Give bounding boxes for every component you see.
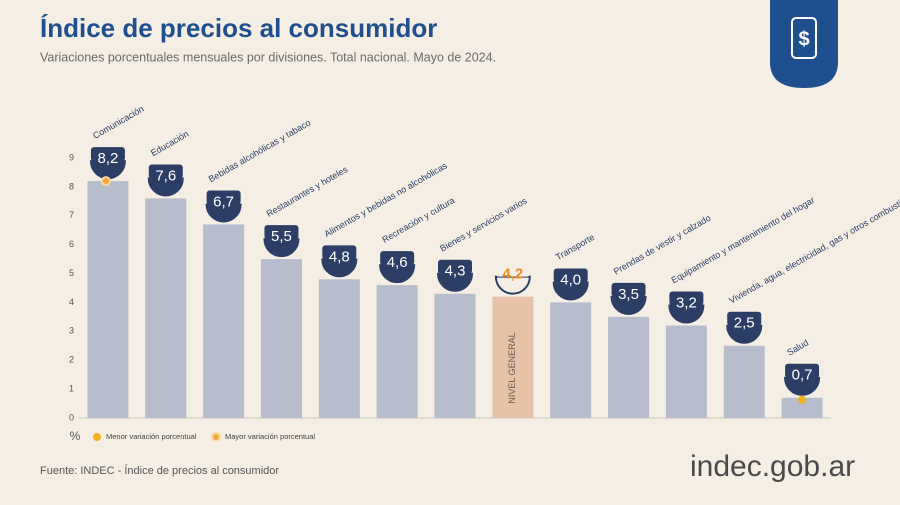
bar [376,285,418,418]
value-badge [379,264,416,284]
value-badge-top [264,225,299,240]
value-badge [668,304,705,324]
value-badge-top [380,251,415,266]
category-label: NIVEL GENERAL [507,332,517,403]
value-badge-top [206,190,241,205]
value-badge-top [438,259,472,274]
bar [87,181,129,418]
value-label: 2,5 [734,315,755,332]
source: Fuente: INDEC - Índice de precios al con… [40,464,279,477]
min-marker [798,395,807,404]
bar [550,302,592,418]
bar [260,259,302,418]
value-badge-top [148,164,183,179]
legend-marker [93,433,101,441]
bar [665,325,707,418]
value-badge-top [785,363,820,378]
svg-text:$: $ [798,28,809,50]
bar [781,397,823,418]
bar [145,198,187,418]
bar [492,296,534,418]
value-badge [147,177,184,197]
value-badge-top [669,291,704,306]
value-label: 4,6 [387,254,408,271]
badge: $ [770,0,838,88]
y-tick-label: 3 [69,326,74,336]
value-badge [436,272,474,292]
logo: indec.gob.ar [690,450,855,483]
bar [318,279,360,418]
value-label: 4,0 [560,271,581,288]
value-badge [263,238,300,258]
value-badge [610,295,647,315]
legend-label: Mayor variación porcentual [225,432,315,441]
value-label: 3,5 [618,286,639,303]
legend-marker [213,434,219,440]
value-badge-top [727,311,762,326]
value-label: 0,7 [792,367,813,384]
bar [203,224,245,418]
value-label: 8,2 [97,150,118,167]
value-badge [726,324,763,344]
y-tick-label: 2 [69,355,74,365]
y-tick-label: 7 [69,210,74,220]
y-tick-label: 4 [69,297,74,307]
y-tick-label: 1 [69,383,74,393]
value-label: 6,7 [213,193,234,210]
value-badge [494,275,531,295]
value-badge [784,376,821,396]
value-badge-top [611,282,646,297]
value-label: 3,2 [676,295,697,312]
y-tick-label: 0 [69,412,74,422]
value-label: 4,8 [329,248,350,265]
max-marker-dot [102,178,109,185]
bar [608,316,650,418]
bar [723,345,765,418]
legend-label: Menor variación porcentual [106,432,197,441]
chart-title: Índice de precios al consumidor [40,13,437,43]
value-badge [205,203,242,223]
value-label: 7,6 [155,167,176,184]
value-badge-top [90,147,125,162]
value-label: 5,5 [271,228,292,245]
value-label: 4,3 [445,263,466,280]
value-label: 4,2 [502,266,523,283]
y-tick-label: 6 [69,239,74,249]
y-axis-label: % [70,429,81,443]
value-badge-top [553,268,588,283]
y-tick-label: 5 [69,268,74,278]
value-badge [552,281,589,301]
value-badge-top [495,262,530,277]
y-tick-label: 9 [69,152,74,162]
value-badge [321,258,358,278]
value-badge-top [322,245,357,260]
bar [434,293,476,418]
y-tick-label: 8 [69,181,74,191]
chart-subtitle: Variaciones porcentuales mensuales por d… [40,50,496,64]
